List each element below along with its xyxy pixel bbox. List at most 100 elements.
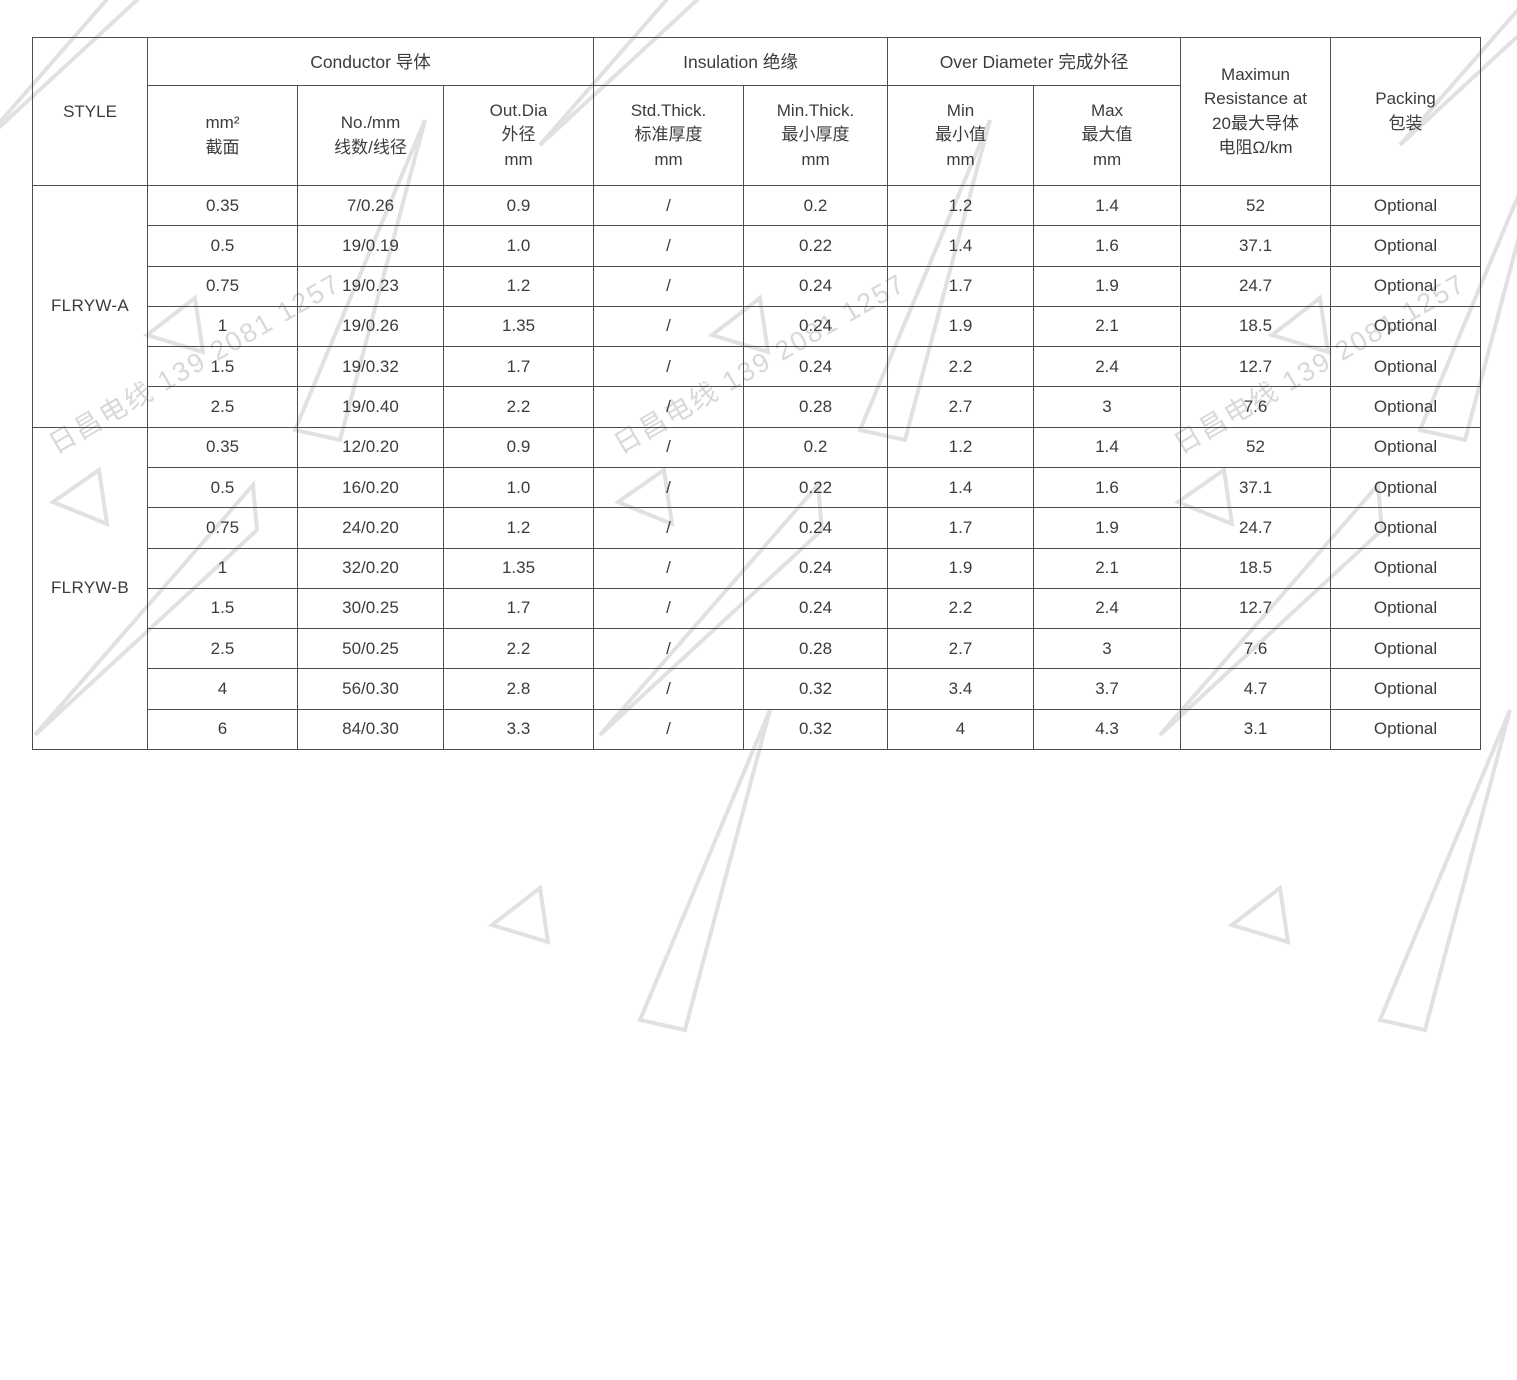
table-cell: / (593, 346, 744, 388)
table-cell: 0.75 (147, 507, 298, 549)
table-cell: Optional (1330, 587, 1482, 630)
table-cell: 2.2 (887, 346, 1034, 388)
table-cell: 1.4 (887, 466, 1034, 509)
column-header-min: Min 最小值 mm (887, 85, 1034, 186)
table-cell: Optional (1330, 507, 1482, 549)
table-cell: 1.6 (1032, 225, 1182, 267)
style-cell: FLRYW-B (32, 426, 148, 751)
group-header-conductor: Conductor 导体 (147, 37, 594, 86)
table-cell: 7.6 (1180, 386, 1332, 428)
table-cell: / (593, 466, 744, 509)
table-cell: Optional (1330, 386, 1482, 428)
table-cell: 0.2 (743, 184, 888, 227)
table-cell: 2.8 (443, 668, 594, 710)
table-cell: 1.7 (443, 346, 594, 388)
table-cell: 1.4 (887, 225, 1034, 267)
table-cell: / (593, 426, 744, 468)
table-cell: 3 (1032, 386, 1182, 428)
table-cell: 1.9 (1032, 507, 1182, 549)
table-cell: Optional (1330, 708, 1482, 751)
table-cell: 1.9 (887, 547, 1034, 589)
column-header-std-thick: Std.Thick. 标准厚度 mm (593, 85, 744, 186)
table-cell: 2.7 (887, 628, 1034, 670)
table-cell: Optional (1330, 346, 1482, 388)
table-row: 1 32/0.20 1.35/0.24 1.9 2.1 18.5 Optional (33, 547, 1482, 589)
table-cell: 19/0.32 (297, 346, 444, 388)
group-header-over-diameter: Over Diameter 完成外径 (886, 37, 1182, 86)
table-cell: 56/0.30 (297, 668, 444, 710)
table-cell: 52 (1180, 184, 1332, 227)
table-cell: / (593, 708, 744, 751)
table-cell: 37.1 (1180, 225, 1332, 267)
table-cell: 19/0.26 (297, 305, 444, 348)
table-cell: 2.1 (1032, 305, 1182, 348)
table-cell: 1.35 (443, 305, 594, 348)
table-cell: 0.24 (743, 507, 888, 549)
table-cell: 2.4 (1032, 346, 1182, 388)
table-cell: / (593, 628, 744, 670)
table-cell: 3.4 (887, 668, 1034, 710)
table-cell: 0.35 (147, 426, 298, 468)
table-cell: 0.9 (443, 426, 594, 468)
table-cell: 24/0.20 (297, 507, 444, 549)
table-cell: 52 (1180, 426, 1332, 468)
column-header-min-thick: Min.Thick. 最小厚度 mm (743, 85, 888, 186)
column-header-out-dia: Out.Dia 外径 mm (443, 85, 594, 186)
table-cell: Optional (1330, 426, 1482, 468)
table-row: 1 19/0.26 1.35/0.24 1.9 2.1 18.5 Optional (33, 305, 1482, 348)
table-cell: 2.2 (443, 628, 594, 670)
table-cell: 19/0.40 (297, 386, 444, 428)
table-cell: 1.2 (887, 426, 1034, 468)
table-cell: 6 (147, 708, 298, 751)
spec-table: STYLE Conductor 导体 Insulation 绝缘 Over Di… (32, 37, 1482, 751)
table-row: 1.5 19/0.32 1.7/0.24 2.2 2.4 12.7 Optional (33, 346, 1482, 388)
table-row: FLRYW-B 0.35 12/0.20 0.9/0.2 1.2 1.4 52 Optiona… (32, 426, 1482, 751)
table-row: 0.5 19/0.19 1.0/0.22 1.4 1.6 37.1 Optional (33, 225, 1482, 267)
table-cell: 0.2 (743, 426, 888, 468)
table-row: 0.75 24/0.20 1.2/0.24 1.7 1.9 24.7 Optional (33, 507, 1482, 549)
table-cell: 0.75 (147, 265, 298, 307)
table-cell: 30/0.25 (297, 587, 444, 630)
table-cell: / (593, 507, 744, 549)
table-cell: 50/0.25 (297, 628, 444, 670)
table-cell: 2.2 (443, 386, 594, 428)
table-cell: 0.32 (743, 668, 888, 710)
table-cell: 1.7 (887, 507, 1034, 549)
table-cell: 0.9 (443, 184, 594, 227)
table-cell: 1 (147, 547, 298, 589)
table-cell: 1.0 (443, 466, 594, 509)
table-cell: 24.7 (1180, 265, 1332, 307)
table-cell: 1.7 (887, 265, 1034, 307)
table-cell: 1.4 (1032, 184, 1182, 227)
table-cell: 4.3 (1032, 708, 1182, 751)
spec-table-body: FLRYW-A 0.35 7/0.26 0.9/0.2 1.2 1.4 52 Optional… (32, 184, 1482, 751)
table-cell: 3 (1032, 628, 1182, 670)
table-cell: 0.22 (743, 466, 888, 509)
table-cell: / (593, 547, 744, 589)
table-cell: 0.28 (743, 386, 888, 428)
column-header-packing: Packing 包装 (1330, 37, 1482, 186)
style-cell: FLRYW-A (32, 185, 148, 428)
table-cell: 3.7 (1032, 668, 1182, 710)
table-cell: 0.24 (743, 305, 888, 348)
table-cell: 16/0.20 (297, 466, 444, 509)
table-cell: / (593, 587, 744, 630)
table-cell: 0.24 (743, 265, 888, 307)
table-cell: 0.35 (147, 184, 298, 227)
table-cell: / (593, 184, 744, 227)
table-cell: 7.6 (1180, 628, 1332, 670)
table-cell: 4.7 (1180, 668, 1332, 710)
table-cell: 0.24 (743, 587, 888, 630)
table-cell: Optional (1330, 466, 1482, 509)
table-cell: 2.5 (147, 628, 298, 670)
table-cell: 1.9 (1032, 265, 1182, 307)
table-cell: 24.7 (1180, 507, 1332, 549)
table-cell: 1.2 (443, 507, 594, 549)
table-cell: 12.7 (1180, 346, 1332, 388)
table-cell: 19/0.23 (297, 265, 444, 307)
table-cell: 0.5 (147, 466, 298, 509)
page: { "watermark": { "text": "日昌电线 139 2081 … (0, 0, 1517, 1033)
column-header-style: STYLE (32, 37, 148, 186)
table-cell: 1 (147, 305, 298, 348)
table-cell: 2.4 (1032, 587, 1182, 630)
